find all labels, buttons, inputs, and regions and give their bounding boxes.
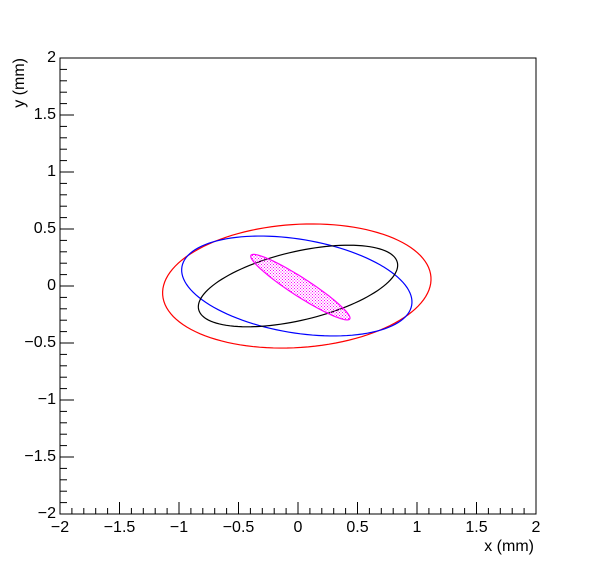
y-tick-label: 1 [47,163,56,180]
x-tick-label: −2 [51,519,69,536]
y-tick-label: −1 [38,391,56,408]
x-tick-label: 1 [413,519,422,536]
y-tick-label: 1.5 [34,106,56,123]
x-tick-label: −1 [170,519,188,536]
ellipse [162,223,432,349]
y-tick-label: −0.5 [24,334,56,351]
x-tick-label: −1.5 [104,519,136,536]
y-axis-label: y (mm) [11,58,28,108]
y-tick-label: −1.5 [24,448,56,465]
x-axis-label: x (mm) [484,538,534,555]
y-tick-label: 0.5 [34,220,56,237]
x-tick-label: 1.5 [465,519,487,536]
x-tick-label: 0.5 [346,519,368,536]
y-tick-label: 0 [47,277,56,294]
ellipse [181,235,413,337]
x-tick-label: 2 [532,519,541,536]
x-tick-label: 0 [294,519,303,536]
ellipse [197,244,399,328]
x-tick-label: −0.5 [223,519,255,536]
y-tick-label: 2 [47,49,56,66]
ellipse [250,253,351,321]
y-tick-label: −2 [38,505,56,522]
